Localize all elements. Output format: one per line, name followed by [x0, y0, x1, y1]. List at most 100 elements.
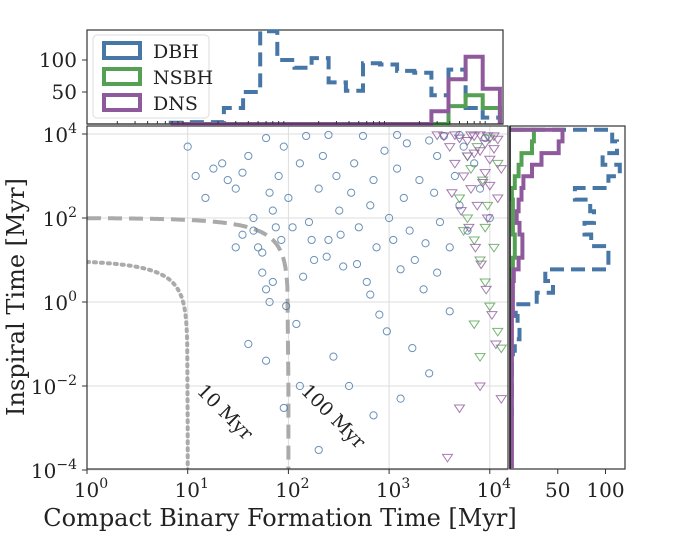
point-dbh [314, 445, 323, 455]
point-dbh [421, 239, 430, 248]
tick-base: 10 [31, 375, 56, 399]
point-dbh [358, 131, 368, 141]
point-dbh [231, 243, 240, 252]
tick-exponent: 2 [301, 476, 310, 492]
tick-base: 10 [43, 291, 68, 315]
point-dbh [389, 235, 398, 245]
point-dbh [279, 403, 288, 413]
legend-frame [92, 34, 210, 119]
point-nsbh [495, 344, 508, 354]
top-hist-y-tick-label: 100 [39, 48, 77, 72]
tick-base: 10 [74, 478, 99, 502]
point-dns [465, 185, 477, 195]
point-dns [474, 131, 486, 141]
point-dbh [231, 184, 240, 193]
point-dbh [261, 356, 271, 365]
top-hist-y-tick-label: 50 [52, 80, 77, 104]
point-dns [468, 149, 481, 159]
point-dbh [288, 223, 297, 232]
legend-swatch-dbh [102, 41, 142, 60]
point-dbh [292, 319, 301, 329]
y-tick-label: 100 [43, 289, 77, 315]
point-dns [461, 137, 474, 146]
curve-label-100-myr: 100 Myr [296, 380, 370, 454]
point-dbh [307, 235, 316, 245]
point-dbh [475, 184, 485, 193]
point-dbh [402, 139, 411, 148]
tick-base: 10 [376, 478, 401, 502]
point-nsbh [457, 227, 470, 237]
tick-base: 10 [275, 478, 300, 502]
point-dns [453, 134, 466, 144]
point-dbh [344, 381, 354, 391]
x-tick-label: 102 [275, 476, 309, 502]
point-dbh [410, 255, 419, 265]
total-time-curve-0 [87, 259, 190, 469]
point-dbh [265, 188, 274, 197]
point-dns [453, 404, 466, 414]
point-dbh [433, 268, 442, 277]
point-nsbh [461, 214, 474, 224]
main-axes-frame [86, 125, 509, 470]
point-dbh [314, 184, 323, 193]
point-dbh [419, 285, 428, 294]
point-dns [475, 260, 488, 270]
point-dbh [445, 243, 454, 252]
point-dbh [399, 193, 408, 203]
point-dbh [302, 131, 311, 141]
point-dbh [329, 352, 338, 361]
point-dbh [470, 159, 479, 168]
point-dbh [347, 188, 356, 197]
point-nsbh [491, 159, 504, 169]
point-dns [474, 382, 486, 392]
point-dbh [396, 265, 405, 274]
point-nsbh [491, 327, 504, 337]
y-tick-label: 102 [43, 205, 77, 231]
y-tick-label: 104 [43, 121, 77, 147]
tick-exponent: 1 [200, 476, 209, 492]
point-dns [443, 143, 456, 153]
right-histogram-dbh [510, 127, 622, 469]
right-hist-x-tick-label: 50 [545, 478, 570, 502]
point-dbh [392, 130, 402, 140]
point-dbh [415, 175, 424, 185]
point-dbh [425, 136, 434, 145]
tick-exponent: −4 [56, 457, 77, 473]
point-dns [465, 131, 477, 141]
point-dbh [324, 130, 333, 140]
x-tick-label: 104 [477, 476, 511, 502]
point-dbh [336, 230, 345, 239]
point-nsbh [488, 243, 500, 253]
point-dbh [369, 411, 378, 420]
legend-swatch-dns [102, 93, 142, 112]
point-dbh [191, 171, 200, 181]
plot-area [87, 130, 508, 469]
point-dns [489, 340, 502, 350]
point-dbh [459, 142, 468, 151]
point-dns [491, 194, 504, 204]
point-dbh [322, 252, 331, 261]
point-dns [495, 165, 508, 175]
right-histogram-axes: 50 100 [509, 125, 626, 502]
point-dns [479, 139, 492, 149]
tick-base: 10 [175, 478, 200, 502]
point-nsbh [476, 176, 489, 186]
point-dbh [450, 171, 459, 181]
point-dns [479, 169, 492, 179]
point-dbh [430, 188, 439, 197]
point-dbh [382, 327, 391, 336]
tick-base: 10 [31, 459, 56, 483]
point-dbh [485, 213, 494, 223]
point-nsbh [479, 278, 492, 288]
tick-exponent: 2 [68, 205, 77, 221]
point-dbh [258, 268, 267, 277]
point-dbh [244, 339, 253, 349]
point-dbh [350, 159, 359, 168]
point-dbh [392, 164, 402, 173]
point-dbh [435, 217, 445, 227]
point-dbh [463, 226, 472, 235]
point-dns [448, 159, 461, 169]
legend-label-dns: DNS [153, 93, 198, 115]
point-nsbh [468, 320, 481, 330]
point-dbh [332, 171, 341, 181]
